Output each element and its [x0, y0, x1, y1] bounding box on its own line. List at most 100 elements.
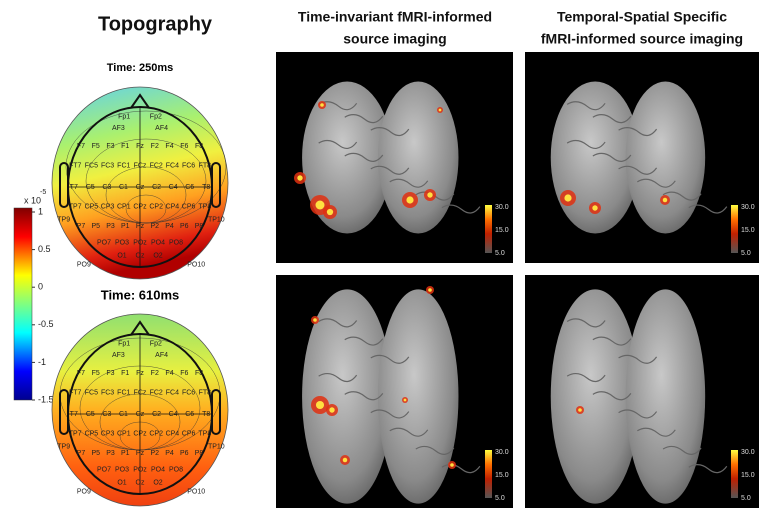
- electrode-label: F4: [165, 370, 173, 377]
- electrode-label: PO3: [115, 467, 129, 474]
- electrode-label: F6: [180, 370, 188, 377]
- colorbar-label: 0.5: [38, 244, 51, 254]
- hemisphere: [625, 81, 706, 234]
- colorbar-label: -0.5: [38, 319, 54, 329]
- panel-colorbar-label: 30.0: [741, 204, 755, 211]
- electrode-label: C4: [169, 411, 178, 418]
- electrode-label: CP6: [182, 204, 196, 211]
- electrode-label: O2: [153, 253, 162, 260]
- electrode-label: FT7: [69, 390, 82, 397]
- panel-colorbar-label: 5.0: [741, 495, 751, 502]
- electrode-label: P3: [106, 450, 115, 457]
- panel-colorbar: [485, 450, 492, 498]
- electrode-label: P5: [91, 223, 100, 230]
- electrode-label: P3: [106, 223, 115, 230]
- sulcus: [566, 373, 606, 383]
- electrode-label: F3: [106, 143, 114, 150]
- electrode-label: PO7: [97, 240, 111, 247]
- sulcus: [566, 139, 606, 149]
- hemisphere: [377, 81, 459, 234]
- electrode-label: Fz: [136, 143, 144, 150]
- electrode-label: F2: [151, 370, 159, 377]
- column-title: source imaging: [343, 31, 446, 47]
- electrode-label: F8: [195, 370, 203, 377]
- column-title: fMRI-informed source imaging: [541, 31, 743, 47]
- colorbar: [13, 207, 33, 401]
- electrode-label: C3: [102, 184, 111, 191]
- column-title: Temporal-Spatial Specific: [557, 9, 727, 25]
- electrode-label: CP5: [85, 204, 99, 211]
- sulcus: [389, 178, 429, 188]
- electrode-label: Oz: [136, 253, 145, 260]
- sulcus: [566, 318, 606, 328]
- activation-core: [297, 175, 303, 181]
- sulcus: [370, 354, 410, 364]
- sulcus: [662, 191, 702, 201]
- electrode-label: FC4: [166, 390, 179, 397]
- electrode-label: FCz: [134, 163, 147, 170]
- sulcus: [370, 165, 410, 175]
- activation-core: [313, 318, 317, 322]
- electrode-label: FC5: [85, 390, 98, 397]
- electrode-label: T8: [202, 184, 210, 191]
- sulcus: [592, 152, 632, 162]
- sulcus: [592, 391, 632, 401]
- electrode-label: CP4: [166, 431, 180, 438]
- electrode-label: T8: [202, 411, 210, 418]
- electrode-label: TP10: [208, 217, 225, 224]
- electrode-label: F8: [195, 143, 203, 150]
- electrode-label: C5: [86, 411, 95, 418]
- sulcus: [637, 178, 676, 188]
- sulcus: [618, 127, 658, 137]
- electrode-label: F5: [92, 143, 100, 150]
- electrode-label: CP1: [117, 431, 131, 438]
- electrode-label: C6: [185, 184, 194, 191]
- electrode-label: P4: [165, 223, 174, 230]
- hemisphere: [302, 289, 393, 504]
- panel-colorbar-label: 15.0: [495, 227, 509, 234]
- electrode-label: Cz: [136, 411, 145, 418]
- panel-colorbar-label: 5.0: [495, 495, 505, 502]
- panel-colorbar-label: 30.0: [495, 204, 509, 211]
- electrode-label: FCz: [134, 390, 147, 397]
- electrode-label: C2: [152, 411, 161, 418]
- electrode-label: FC3: [101, 163, 114, 170]
- electrode-label: POz: [133, 467, 147, 474]
- sulcus: [592, 114, 632, 124]
- sulcus: [637, 427, 676, 437]
- electrode-label: POz: [133, 240, 147, 247]
- electrode-label: P1: [121, 223, 130, 230]
- electrode-label: AF4: [155, 352, 168, 359]
- electrode-label: C6: [185, 411, 194, 418]
- electrode-label: FC3: [101, 390, 114, 397]
- electrode-label: TP8: [198, 431, 211, 438]
- activation-core: [662, 197, 668, 203]
- panel-colorbar-label: 15.0: [741, 472, 755, 479]
- ear: [59, 162, 69, 208]
- brain-panel: 30.0 15.0 5.0: [525, 275, 759, 508]
- electrode-label: PO9: [77, 262, 91, 269]
- electrode-label: Fp2: [150, 340, 162, 347]
- electrode-label: PO10: [187, 262, 205, 269]
- electrode-label: PO4: [151, 240, 165, 247]
- electrode-label: CP2: [149, 204, 163, 211]
- sulcus: [415, 191, 455, 201]
- electrode-label: Pz: [136, 450, 145, 457]
- electrode-label: PO9: [77, 489, 91, 496]
- activation-core: [428, 288, 432, 292]
- hemisphere: [550, 289, 640, 504]
- sulcus: [344, 114, 384, 124]
- activation-core: [450, 463, 454, 467]
- electrode-label: FC2: [150, 163, 163, 170]
- panel-colorbar: [731, 450, 738, 498]
- panel-colorbar-label: 30.0: [741, 449, 755, 456]
- electrode-label: C4: [169, 184, 178, 191]
- nose: [130, 93, 150, 109]
- electrode-label: CP3: [101, 204, 115, 211]
- electrode-label: PO3: [115, 240, 129, 247]
- sulcus: [318, 139, 358, 149]
- electrode-label: TP8: [198, 204, 211, 211]
- panel-colorbar-label: 15.0: [741, 227, 755, 234]
- sulcus: [389, 427, 429, 437]
